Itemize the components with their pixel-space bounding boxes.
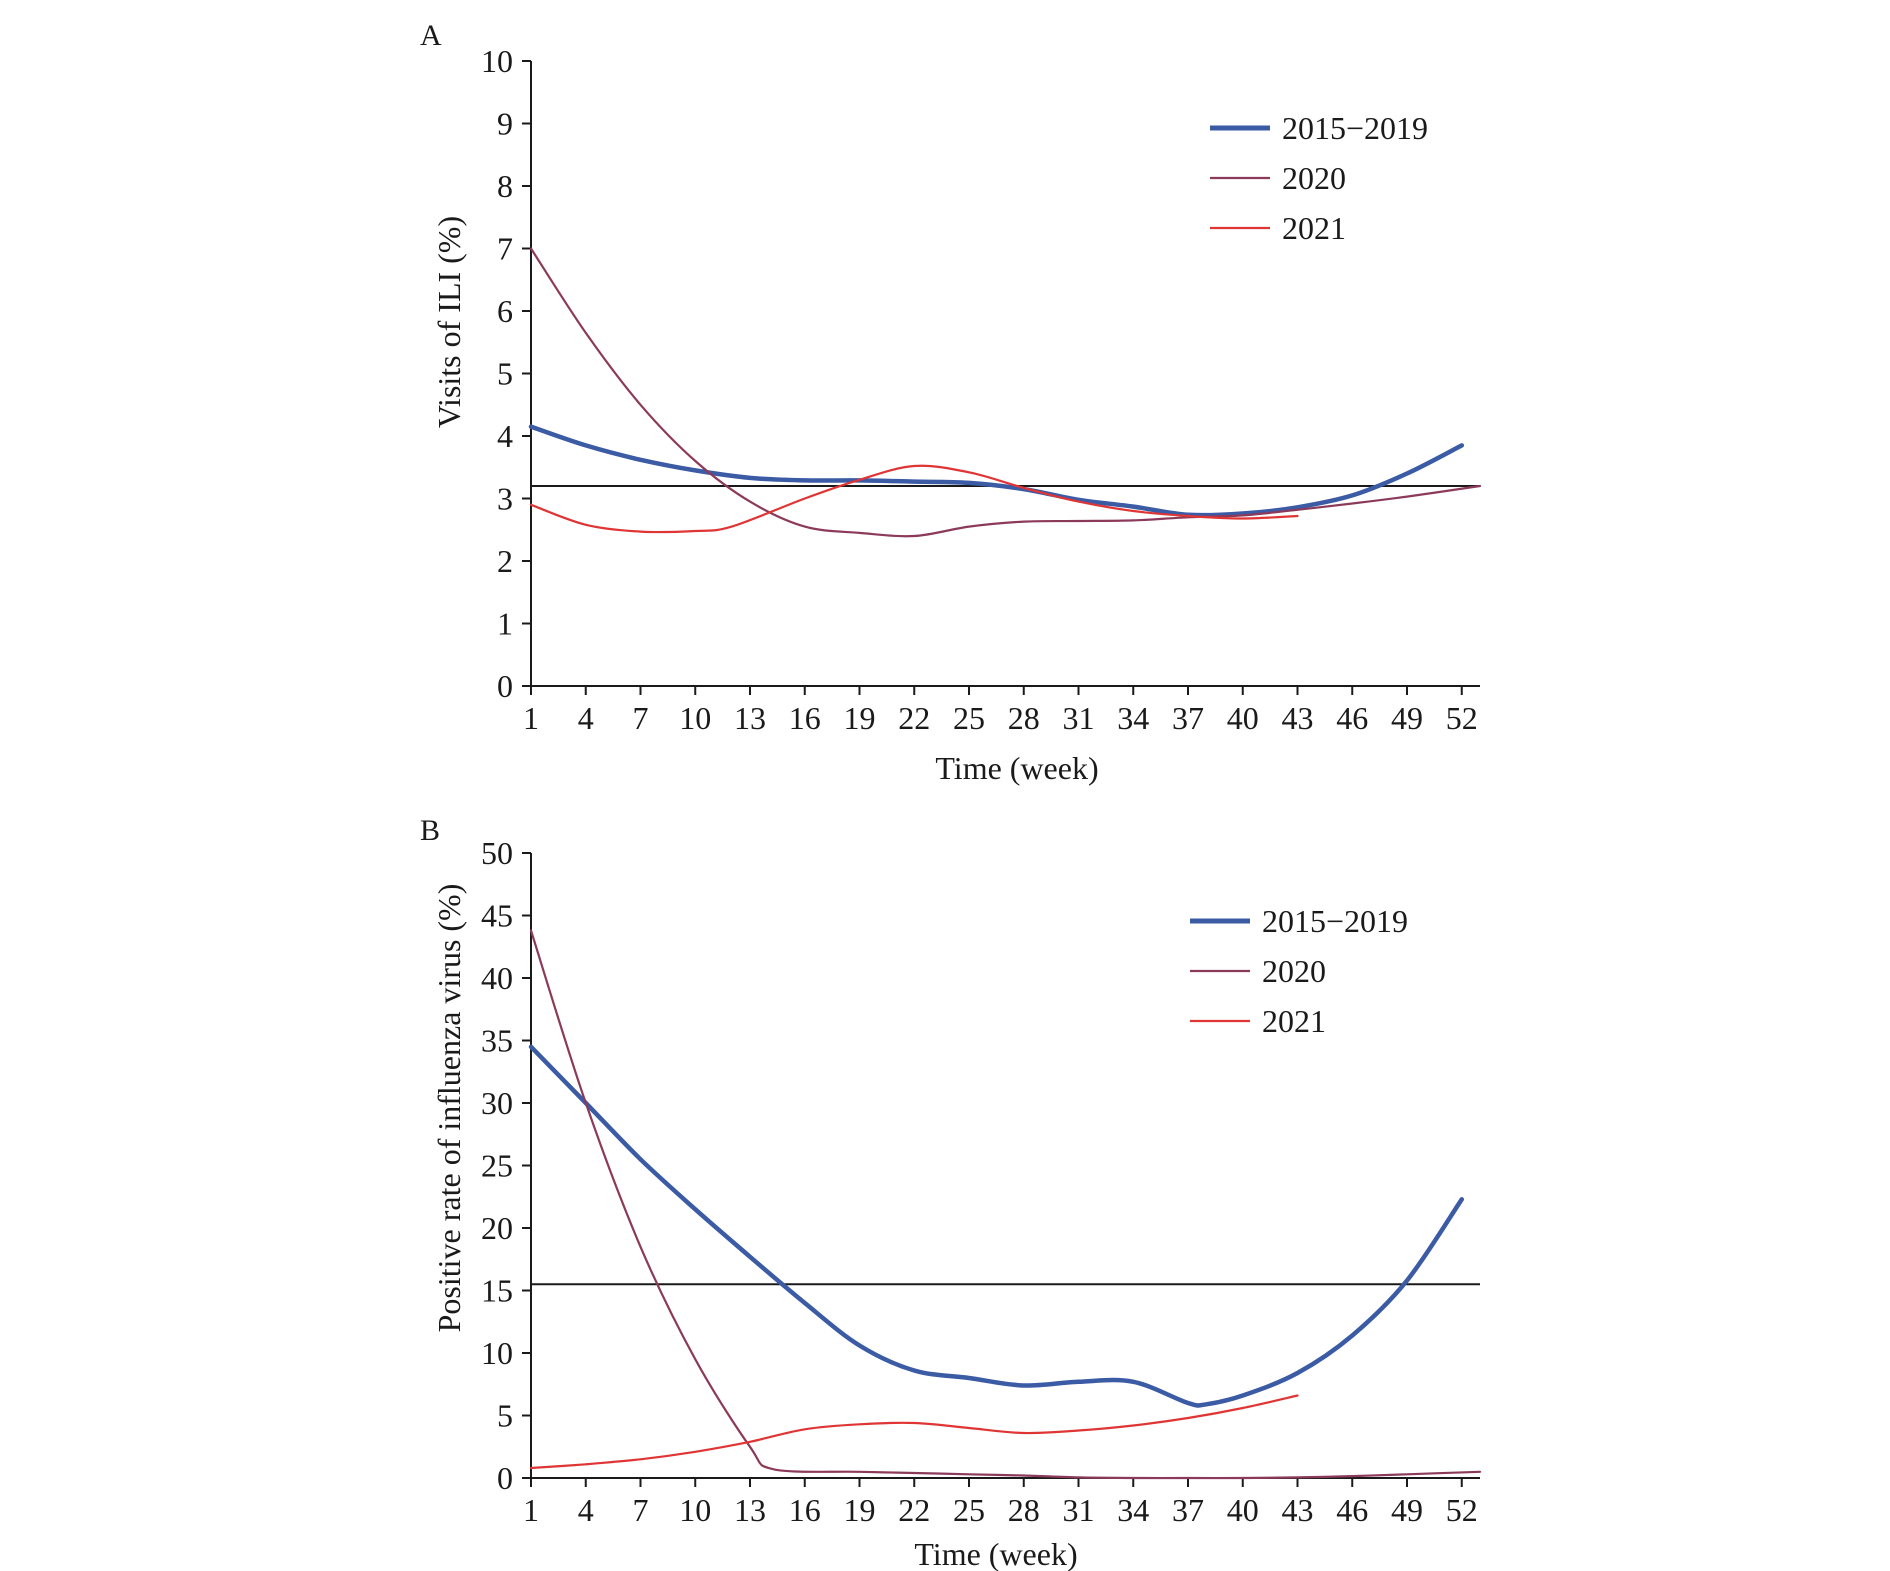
panel-a-x-tick-label: 13	[734, 700, 766, 736]
panel-b-y-tick-label: 50	[481, 835, 513, 871]
panel-a-x-tick-label: 22	[898, 700, 930, 736]
panel-b-y-tick-label: 45	[481, 898, 513, 934]
panel-a-x-tick-label: 16	[789, 700, 821, 736]
panel-b-y-tick-label: 25	[481, 1148, 513, 1184]
panel-b-y-tick-label: 40	[481, 960, 513, 996]
panel-b-x-tick-label: 46	[1336, 1492, 1368, 1528]
panel-b-legend-label: 2020	[1262, 953, 1326, 989]
panel-a-x-tick-label: 43	[1282, 700, 1314, 736]
panel-a-y-tick-label: 6	[497, 293, 513, 329]
panel-a-x-tick-label: 40	[1227, 700, 1259, 736]
panel-b-x-tick-label: 1	[523, 1492, 539, 1528]
panel-a-legend-label: 2015−2019	[1282, 110, 1428, 146]
panel-a-y-tick-label: 7	[497, 231, 513, 267]
panel-b-y-tick-label: 30	[481, 1085, 513, 1121]
panel-b-series-line-2021	[529, 1394, 1299, 1470]
panel-b-series	[528, 929, 1482, 1480]
panel-a-y-tick-label: 5	[497, 356, 513, 392]
panel-a-y-tick-label: 9	[497, 106, 513, 142]
panel-a-x-tick-label: 28	[1008, 700, 1040, 736]
panel-a-x-tick-label: 19	[844, 700, 876, 736]
panel-a-x-tick-label: 1	[523, 700, 539, 736]
panel-b-x-tick-label: 43	[1282, 1492, 1314, 1528]
panel-b-x-tick-label: 13	[734, 1492, 766, 1528]
panel-b-x-tick-label: 16	[789, 1492, 821, 1528]
panel-a-xlabel: Time (week)	[935, 750, 1098, 786]
panel-b-series-line-2020	[529, 929, 1482, 1480]
panel-a-legend-label: 2021	[1282, 210, 1346, 246]
panel-a-x-tick-label: 52	[1446, 700, 1478, 736]
panel-a-x-tick-label: 10	[679, 700, 711, 736]
panel-a-legend: 2015−2019 2020 2021	[1210, 110, 1428, 246]
panel-a-x-tick-label: 31	[1063, 700, 1095, 736]
panel-b-x-tick-label: 40	[1227, 1492, 1259, 1528]
panel-b-y-tick-label: 20	[481, 1210, 513, 1246]
panel-b-legend: 2015−2019 2020 2021	[1190, 903, 1408, 1039]
panel-a-y-tick-label: 3	[497, 481, 513, 517]
panel-b-x-tick-label: 37	[1172, 1492, 1204, 1528]
panel-b-y-tick-label: 10	[481, 1335, 513, 1371]
panel-b-xlabel: Time (week)	[914, 1536, 1077, 1571]
panel-b-y-tick-label: 0	[497, 1460, 513, 1496]
panel-a-x-tick-label: 37	[1172, 700, 1204, 736]
panel-b-x-tick-label: 22	[898, 1492, 930, 1528]
panel-b-x-tick-label: 31	[1063, 1492, 1095, 1528]
panel-a-x-tick-label: 7	[633, 700, 649, 736]
panel-a-y-tick-label: 4	[497, 418, 513, 454]
panel-b-x-tick-label: 7	[633, 1492, 649, 1528]
panel-b-y-tick-label: 15	[481, 1273, 513, 1309]
panel-b-legend-label: 2015−2019	[1262, 903, 1408, 939]
panel-a-x-tick-label: 4	[578, 700, 594, 736]
panel-b: B 0 5 10 15 20 25 30 35 40 45 50 1 4 7 10 13 16 19 22 25 28…	[420, 814, 1482, 1571]
panel-a-series	[528, 247, 1482, 538]
panel-b-x-tick-label: 52	[1446, 1492, 1478, 1528]
panel-a-x-tick-label: 25	[953, 700, 985, 736]
panel-b-x-tick-label: 10	[679, 1492, 711, 1528]
panel-b-y-tick-label: 35	[481, 1023, 513, 1059]
panel-a-y-tick-label: 8	[497, 168, 513, 204]
panel-b-series-line-baseline	[528, 1044, 1465, 1408]
panel-a-y-tick-label: 2	[497, 543, 513, 579]
panel-a-x-tick-label: 34	[1117, 700, 1149, 736]
panel-a-y-tick-label: 10	[481, 43, 513, 79]
panel-a-y-tick-label: 1	[497, 606, 513, 642]
panel-b-x-tick-label: 25	[953, 1492, 985, 1528]
panel-a-legend-label: 2020	[1282, 160, 1346, 196]
panel-b-x-tick-label: 28	[1008, 1492, 1040, 1528]
panel-a-series-line-baseline	[528, 424, 1465, 518]
panel-a-y-ticks: 0 1 2 3 4 5 6 7 8 9 10	[481, 43, 531, 704]
panel-a-series-line-2021	[529, 464, 1299, 534]
panel-a-x-ticks: 1 4 7 10 13 16 19 22 25 28 31 34 37 40 43 46 49 52	[523, 686, 1478, 736]
panel-b-x-tick-label: 19	[844, 1492, 876, 1528]
panel-a-y-tick-label: 0	[497, 668, 513, 704]
panel-a-x-tick-label: 49	[1391, 700, 1423, 736]
panel-b-ylabel: Positive rate of influenza virus (%)	[431, 884, 467, 1333]
panel-a-ylabel: Visits of ILI (%)	[431, 216, 467, 428]
panel-b-x-ticks: 1 4 7 10 13 16 19 22 25 28 31 34 37 40 43 46 49 52	[523, 1478, 1478, 1528]
panel-a-series-line-2020	[529, 247, 1482, 538]
panel-b-label: B	[420, 814, 440, 847]
panel-a-label: A	[420, 19, 442, 52]
panel-b-x-tick-label: 34	[1117, 1492, 1149, 1528]
panel-b-legend-label: 2021	[1262, 1003, 1326, 1039]
panel-a-x-tick-label: 46	[1336, 700, 1368, 736]
panel-b-x-tick-label: 49	[1391, 1492, 1423, 1528]
panel-b-y-ticks: 0 5 10 15 20 25 30 35 40 45 50	[481, 835, 531, 1496]
panel-b-x-tick-label: 4	[578, 1492, 594, 1528]
panel-b-y-tick-label: 5	[497, 1398, 513, 1434]
